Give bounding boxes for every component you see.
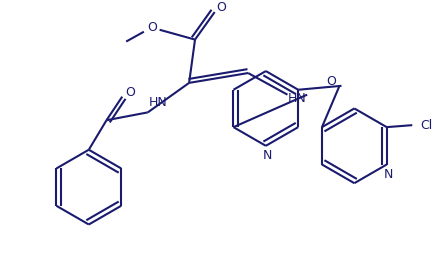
Text: O: O bbox=[125, 86, 135, 99]
Text: Cl: Cl bbox=[420, 119, 432, 132]
Text: N: N bbox=[263, 149, 273, 162]
Text: O: O bbox=[217, 1, 227, 14]
Text: HN: HN bbox=[148, 96, 167, 109]
Text: O: O bbox=[147, 21, 157, 34]
Text: N: N bbox=[384, 168, 393, 181]
Text: O: O bbox=[327, 75, 337, 88]
Text: HN: HN bbox=[288, 92, 307, 105]
